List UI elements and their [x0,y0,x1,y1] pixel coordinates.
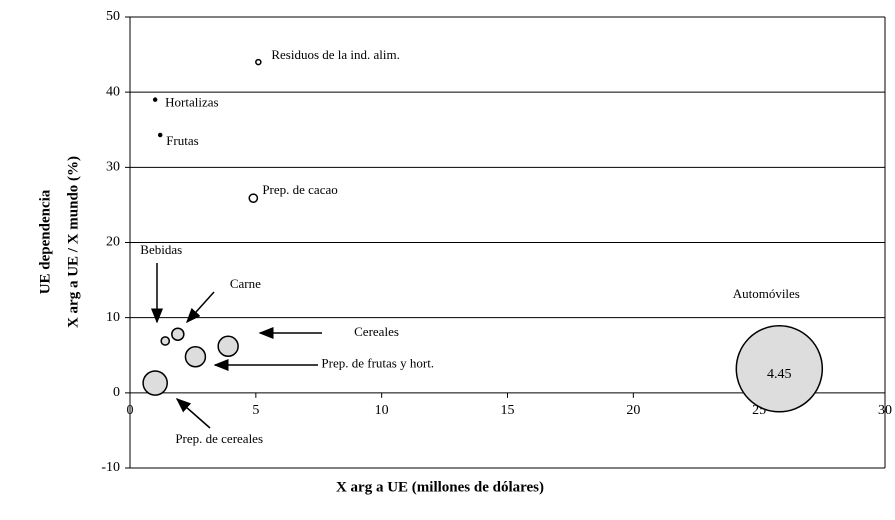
x-tick-label: 5 [252,403,259,418]
bubble [142,370,168,396]
bubble [184,346,207,368]
point-label: Automóviles [733,286,800,301]
x-tick-label: 15 [501,403,515,418]
y-axis-title: X arg a UE / X mundo (%) [65,156,81,328]
y-tick-label: 20 [106,235,120,250]
point-label: Residuos de la ind. alim. [271,47,400,62]
bubble [157,132,163,138]
bubble [248,193,259,203]
y-tick-label: 30 [106,160,120,175]
y-tick-label: -10 [101,460,120,475]
bubble [255,58,262,66]
point-label: Prep. de cacao [262,182,337,197]
bubble [735,325,824,413]
arrows [151,263,322,429]
bubble [171,327,185,341]
x-tick-label: 30 [878,403,892,418]
y-tick-label: 40 [106,84,120,99]
data-label: 4.45 [767,367,792,382]
x-tick-label: 0 [127,403,134,418]
point-label: Carne [230,276,261,291]
y-tick-label: 50 [106,9,120,24]
y-axis-title: UE dependencia [37,189,53,294]
x-tick-label: 10 [375,403,389,418]
point-label: Hortalizas [165,95,218,110]
x-axis-title: X arg a UE (millones de dólares) [336,479,544,495]
point-label: Cereales [354,324,399,339]
point-label: Prep. de frutas y hort. [321,356,434,371]
bubble [217,335,239,357]
y-tick-label: 0 [113,385,120,400]
point-label: Frutas [166,133,199,148]
bubble [160,336,171,346]
point-label: Bebidas [140,242,182,257]
y-tick-label: 10 [106,310,120,325]
bubble [152,97,158,102]
x-tick-label: 20 [626,403,640,418]
point-label: Prep. de cereales [175,431,263,446]
